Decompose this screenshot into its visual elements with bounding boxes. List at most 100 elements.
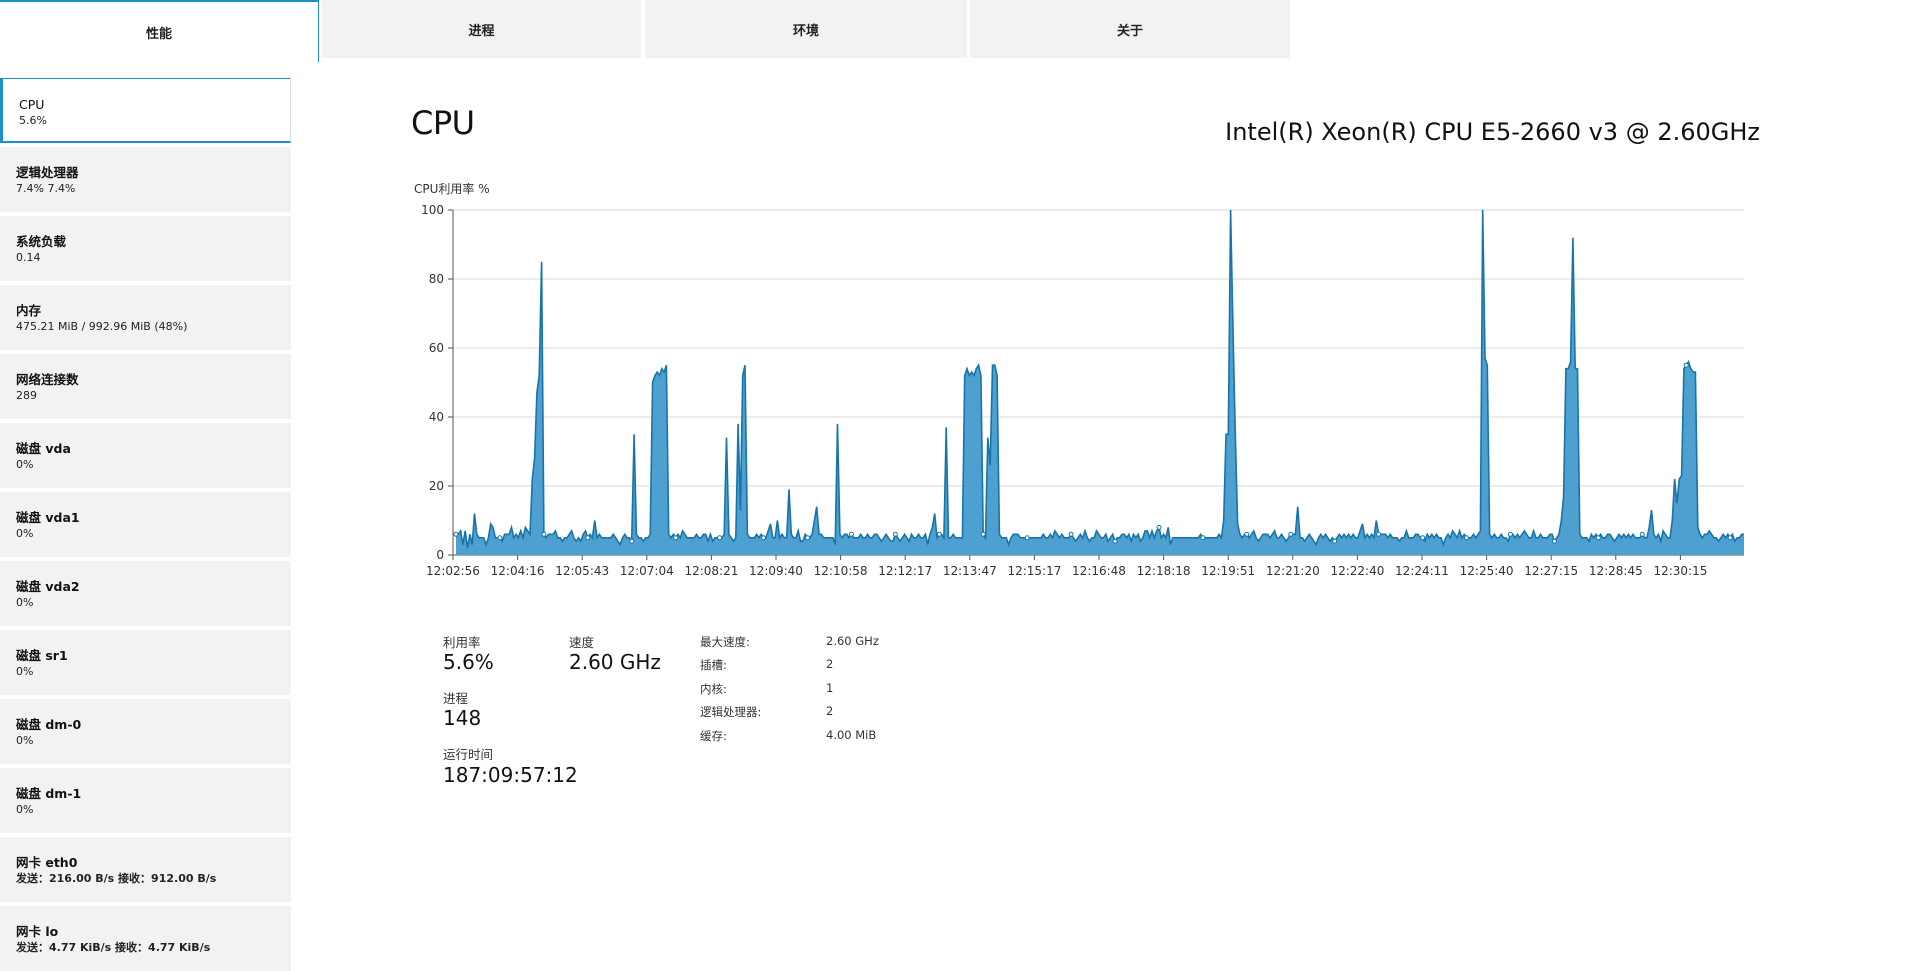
data-point: [892, 531, 898, 537]
sidebar-item-disk-vda[interactable]: 磁盘 vda 0%: [0, 423, 291, 488]
y-tick-label: 60: [429, 341, 444, 355]
data-point: [629, 538, 635, 544]
utilization-label: 利用率: [443, 635, 481, 650]
data-point: [1595, 535, 1601, 541]
process-count-value: 148: [443, 706, 482, 730]
spec-label: 内核:: [700, 682, 727, 696]
data-point: [585, 535, 591, 541]
sidebar-item-value: 0.14: [16, 251, 41, 264]
sidebar-item-title: 磁盘 vda1: [16, 510, 80, 525]
cpu-usage-line: [456, 209, 1744, 549]
sidebar-item-disk-vda1[interactable]: 磁盘 vda1 0%: [0, 492, 291, 557]
data-point: [1507, 531, 1513, 537]
tab-about[interactable]: 关于: [970, 0, 1290, 58]
sidebar-item-disk-dm-0[interactable]: 磁盘 dm-0 0%: [0, 699, 291, 764]
x-tick-label: 12:28:45: [1589, 564, 1643, 578]
tab-bar: 性能 进程 环境 关于: [0, 0, 1290, 62]
sidebar-item-value: 7.4% 7.4%: [16, 182, 76, 195]
spec-value: 2: [826, 704, 834, 718]
sidebar-item-value: 0%: [16, 734, 34, 747]
tab-performance[interactable]: 性能: [0, 0, 319, 62]
process-count-label: 进程: [443, 691, 469, 706]
spec-value: 2: [826, 657, 834, 671]
sidebar-item-nic-eth0[interactable]: 网卡 eth0 发送：216.00 B/s 接收：912.00 B/s: [0, 837, 291, 902]
uptime-value: 187:09:57:12: [443, 763, 578, 787]
data-point: [980, 531, 986, 537]
data-point: [497, 535, 503, 541]
sidebar-item-value: 0%: [16, 803, 34, 816]
x-tick-label: 12:07:04: [620, 564, 674, 578]
sidebar-item-title: 网络连接数: [16, 372, 79, 387]
x-tick-label: 12:15:17: [1007, 564, 1061, 578]
sidebar-item-disk-dm-1[interactable]: 磁盘 dm-1 0%: [0, 768, 291, 833]
cpu-usage-chart: 0 20 40 60 80 100 12:02:56 12:04:16 12:05:43 12:0…: [421, 203, 1744, 578]
data-point: [1112, 538, 1118, 544]
data-point: [936, 531, 942, 537]
x-tick-label: 12:13:47: [943, 564, 997, 578]
x-tick-label: 12:08:21: [684, 564, 738, 578]
data-point: [1551, 538, 1557, 544]
sidebar-item-nic-lo[interactable]: 网卡 lo 发送：4.77 KiB/s 接收：4.77 KiB/s: [0, 906, 291, 971]
sidebar-item-value: 289: [16, 389, 37, 402]
data-point: [761, 535, 766, 541]
x-tick-label: 12:02:56: [426, 564, 480, 578]
x-tick-label: 12:19:51: [1201, 564, 1255, 578]
page-title: CPU: [411, 104, 475, 142]
sidebar-item-value: 0%: [16, 527, 34, 540]
sidebar-item-value: 0%: [16, 665, 34, 678]
x-tick-label: 12:12:17: [878, 564, 932, 578]
x-tick-label: 12:27:15: [1524, 564, 1578, 578]
utilization-value: 5.6%: [443, 650, 494, 674]
spec-label: 缓存:: [700, 729, 727, 743]
sidebar-item-connections[interactable]: 网络连接数 289: [0, 354, 291, 419]
sidebar-item-title: 磁盘 vda2: [16, 579, 80, 594]
data-point: [1156, 524, 1162, 530]
data-point: [1024, 535, 1030, 541]
y-tick-label: 100: [421, 203, 444, 217]
data-point: [1464, 535, 1469, 541]
x-tick-label: 12:24:11: [1395, 564, 1449, 578]
x-tick-label: 12:21:20: [1266, 564, 1320, 578]
data-point: [1200, 535, 1206, 541]
y-tick-label: 40: [429, 410, 444, 424]
sidebar-item-title: 系统负载: [16, 234, 67, 249]
spec-value: 2.60 GHz: [826, 634, 879, 648]
sidebar-item-title: 内存: [16, 303, 42, 318]
spec-label: 最大速度:: [700, 635, 750, 649]
x-tick-label: 12:18:18: [1137, 564, 1191, 578]
sidebar-item-disk-sr1[interactable]: 磁盘 sr1 0%: [0, 630, 291, 695]
data-point: [1727, 535, 1733, 541]
sidebar-item-title: 磁盘 vda: [16, 441, 71, 456]
sidebar-item-title: 逻辑处理器: [16, 165, 79, 180]
sidebar-item-value: 475.21 MiB / 992.96 MiB (48%): [16, 320, 188, 333]
y-tick-label: 80: [429, 272, 444, 286]
sidebar-item-memory[interactable]: 内存 475.21 MiB / 992.96 MiB (48%): [0, 285, 291, 350]
sidebar-item-cpu[interactable]: CPU 5.6%: [0, 78, 291, 143]
sidebar-item-value: 5.6%: [19, 114, 47, 127]
x-tick-label: 12:05:43: [555, 564, 609, 578]
sidebar-item-title: CPU: [19, 97, 45, 112]
tab-environment[interactable]: 环境: [645, 0, 967, 58]
data-point: [1288, 531, 1294, 537]
sidebar-item-system-load[interactable]: 系统负载 0.14: [0, 216, 291, 281]
data-point: [1376, 531, 1382, 537]
sidebar-item-value: 发送：216.00 B/s 接收：912.00 B/s: [16, 872, 217, 885]
y-tick-label: 0: [436, 548, 444, 562]
x-tick-label: 12:30:15: [1653, 564, 1707, 578]
sidebar-item-title: 磁盘 sr1: [16, 648, 68, 663]
y-tick-label: 20: [429, 479, 444, 493]
x-tick-label: 12:16:48: [1072, 564, 1126, 578]
sidebar-item-value: 发送：4.77 KiB/s 接收：4.77 KiB/s: [16, 941, 211, 954]
data-point: [848, 531, 854, 537]
x-tick-label: 12:09:40: [749, 564, 803, 578]
data-point: [1068, 531, 1074, 537]
data-point: [805, 535, 810, 541]
sidebar-item-logical-processors[interactable]: 逻辑处理器 7.4% 7.4%: [0, 147, 291, 212]
sidebar-item-title: 网卡 eth0: [16, 855, 78, 870]
sidebar-item-disk-vda2[interactable]: 磁盘 vda2 0%: [0, 561, 291, 626]
data-point: [1420, 535, 1426, 541]
tab-processes[interactable]: 进程: [322, 0, 641, 58]
sidebar-item-value: 0%: [16, 596, 34, 609]
cpu-model-name: Intel(R) Xeon(R) CPU E5-2660 v3 @ 2.60GH…: [1225, 118, 1760, 146]
data-point: [1244, 531, 1250, 537]
